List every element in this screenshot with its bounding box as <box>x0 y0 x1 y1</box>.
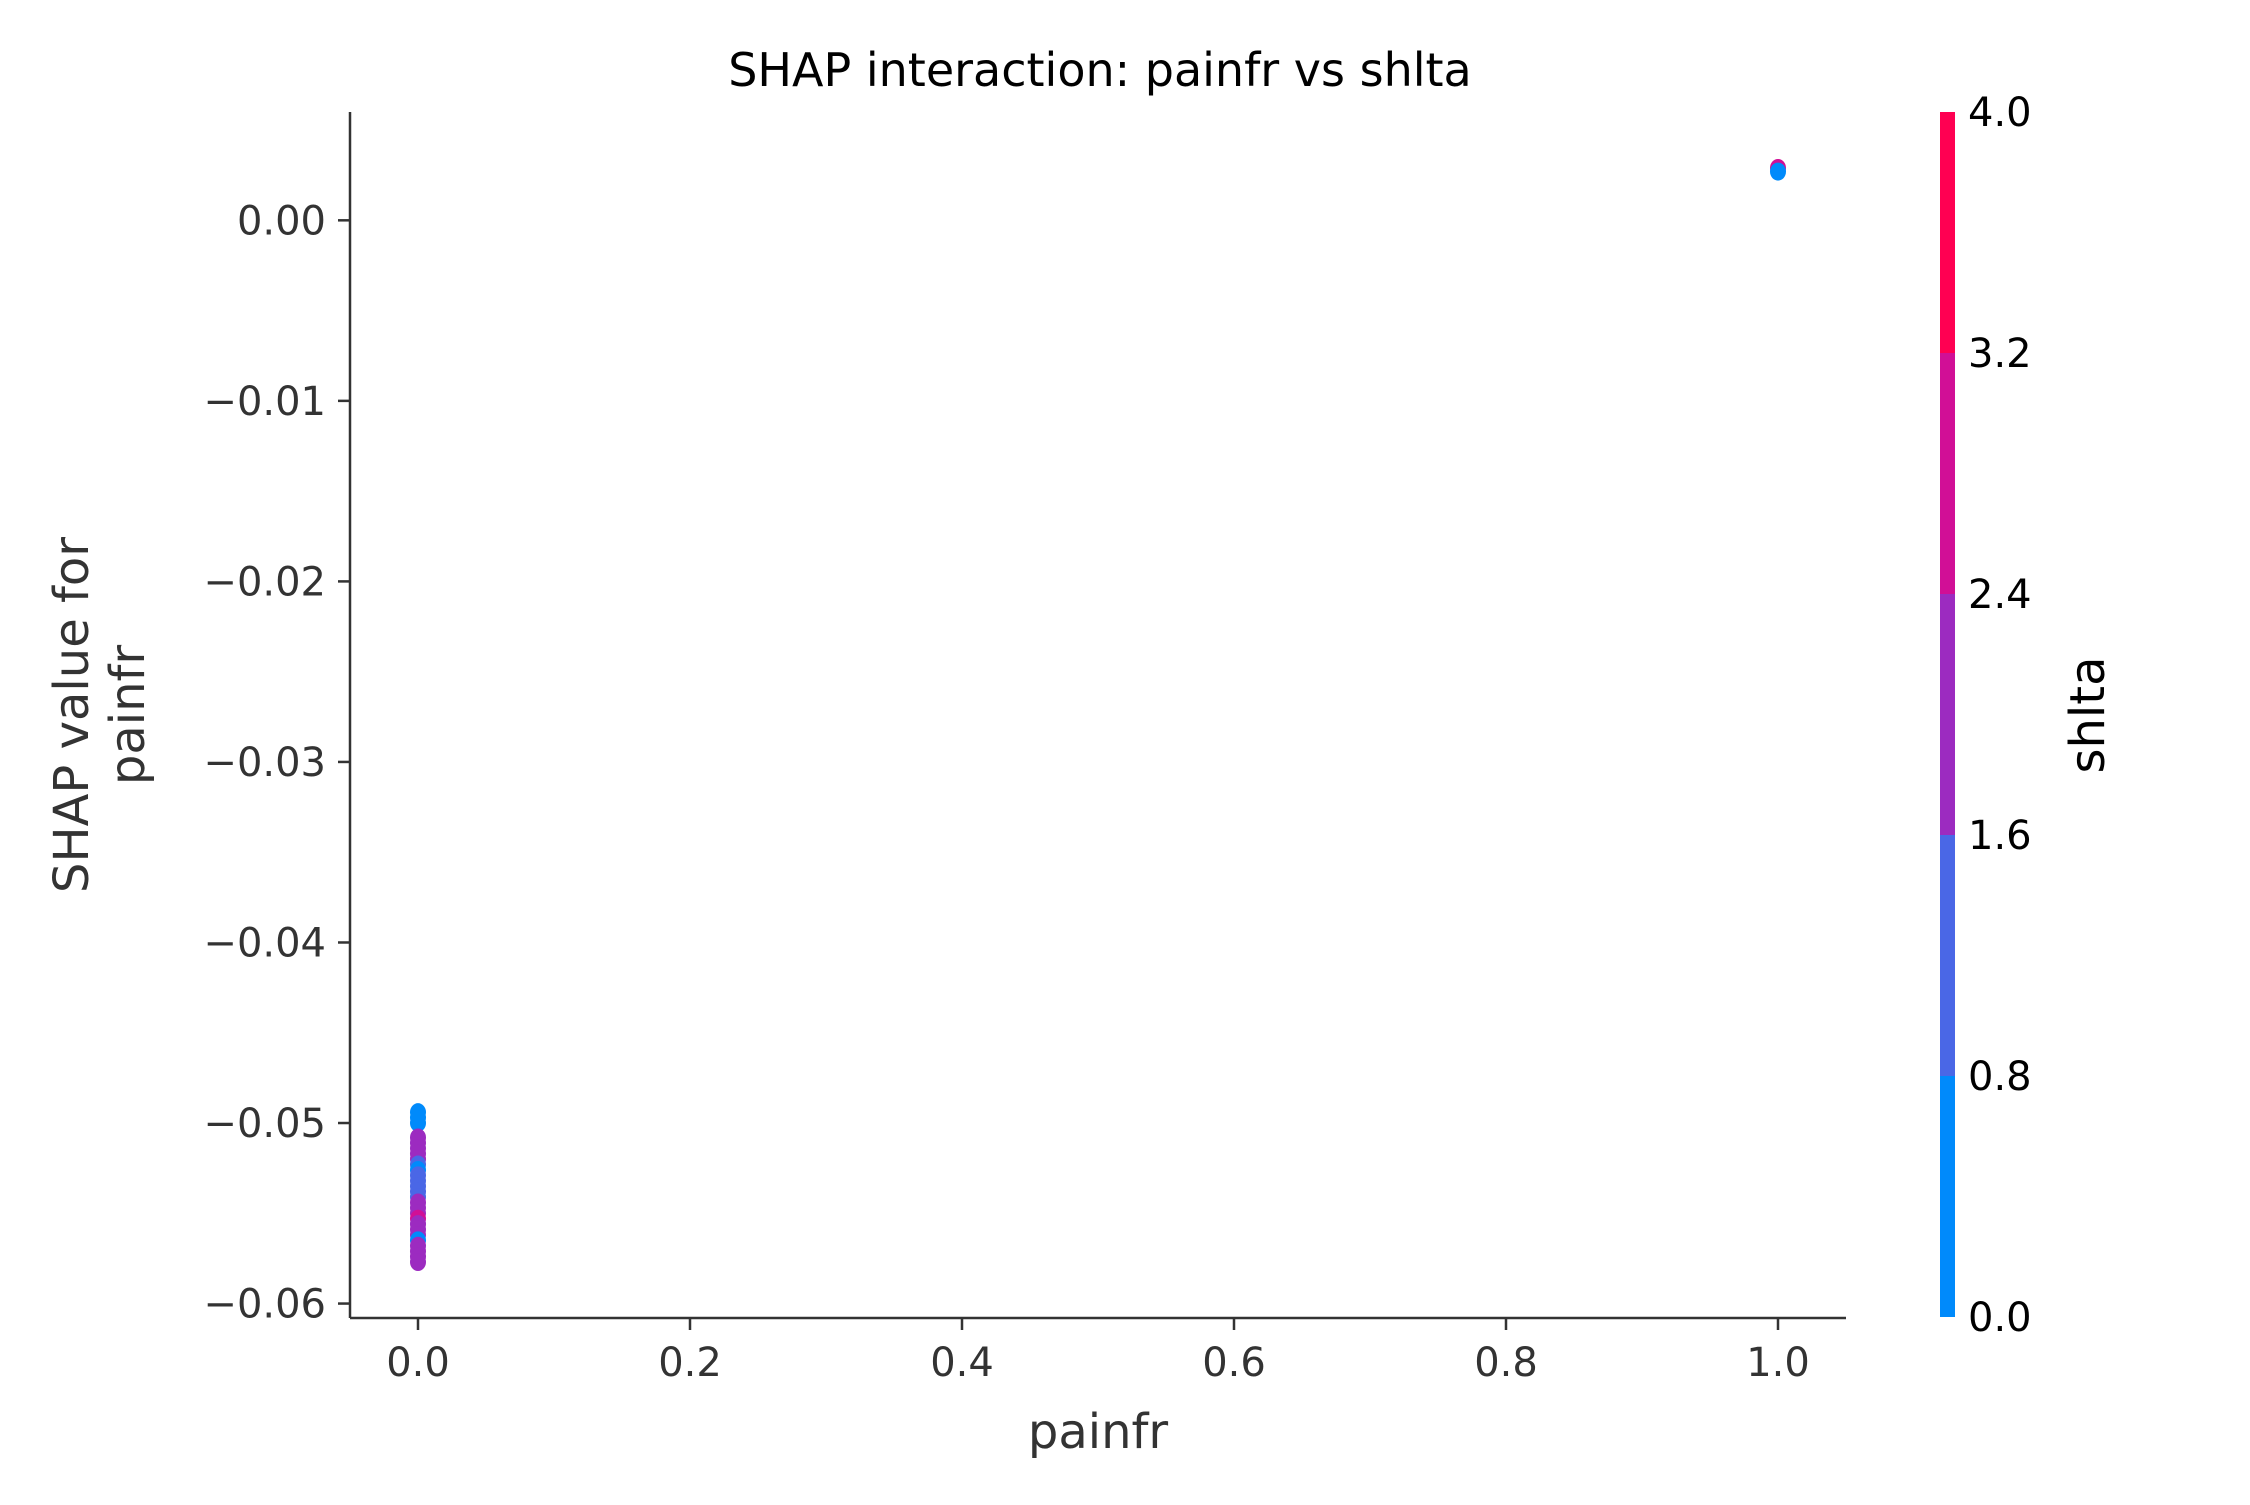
x-ticks: 0.0 0.2 0.4 0.6 0.8 1.0 <box>386 1318 1810 1386</box>
y-tick-label: −0.06 <box>203 1282 326 1328</box>
chart-title: SHAP interaction: painfr vs shlta <box>728 43 1472 97</box>
x-axis-label: painfr <box>1028 1404 1169 1460</box>
y-tick-label: −0.03 <box>203 740 326 786</box>
colorbar <box>1940 112 1955 1317</box>
x-tick-label: 0.8 <box>1474 1340 1538 1386</box>
x-tick-label: 0.6 <box>1202 1340 1266 1386</box>
plot-area <box>410 158 1786 1272</box>
colorbar-tick-label: 0.8 <box>1968 1054 2032 1100</box>
scatter-point <box>410 1114 426 1133</box>
scatter-point <box>1770 162 1786 181</box>
y-axis-label-line-1: SHAP value for <box>44 537 100 893</box>
colorbar-tick-label: 1.6 <box>1968 813 2032 859</box>
y-tick-label: −0.01 <box>203 379 326 425</box>
colorbar-ticks: 0.0 0.8 1.6 2.4 3.2 4.0 <box>1968 90 2032 1341</box>
scatter-point <box>410 1253 426 1272</box>
y-axis-label-line-2: painfr <box>100 645 156 786</box>
y-tick-label: 0.00 <box>237 198 326 244</box>
colorbar-tick-label: 3.2 <box>1968 331 2032 377</box>
y-axis-label: SHAP value for painfr <box>44 537 156 893</box>
colorbar-tick-label: 4.0 <box>1968 90 2032 136</box>
x-tick-label: 0.4 <box>930 1340 994 1386</box>
x-tick-label: 1.0 <box>1746 1340 1810 1386</box>
y-tick-label: −0.02 <box>203 559 326 605</box>
y-tick-label: −0.04 <box>203 920 326 966</box>
y-tick-label: −0.05 <box>203 1101 326 1147</box>
colorbar-label: shlta <box>2060 657 2116 774</box>
colorbar-tick-label: 0.0 <box>1968 1295 2032 1341</box>
x-tick-label: 0.0 <box>386 1340 450 1386</box>
x-tick-label: 0.2 <box>658 1340 722 1386</box>
y-ticks: 0.00 −0.01 −0.02 −0.03 −0.04 −0.05 −0.06 <box>203 198 350 1328</box>
colorbar-tick-label: 2.4 <box>1968 572 2032 618</box>
